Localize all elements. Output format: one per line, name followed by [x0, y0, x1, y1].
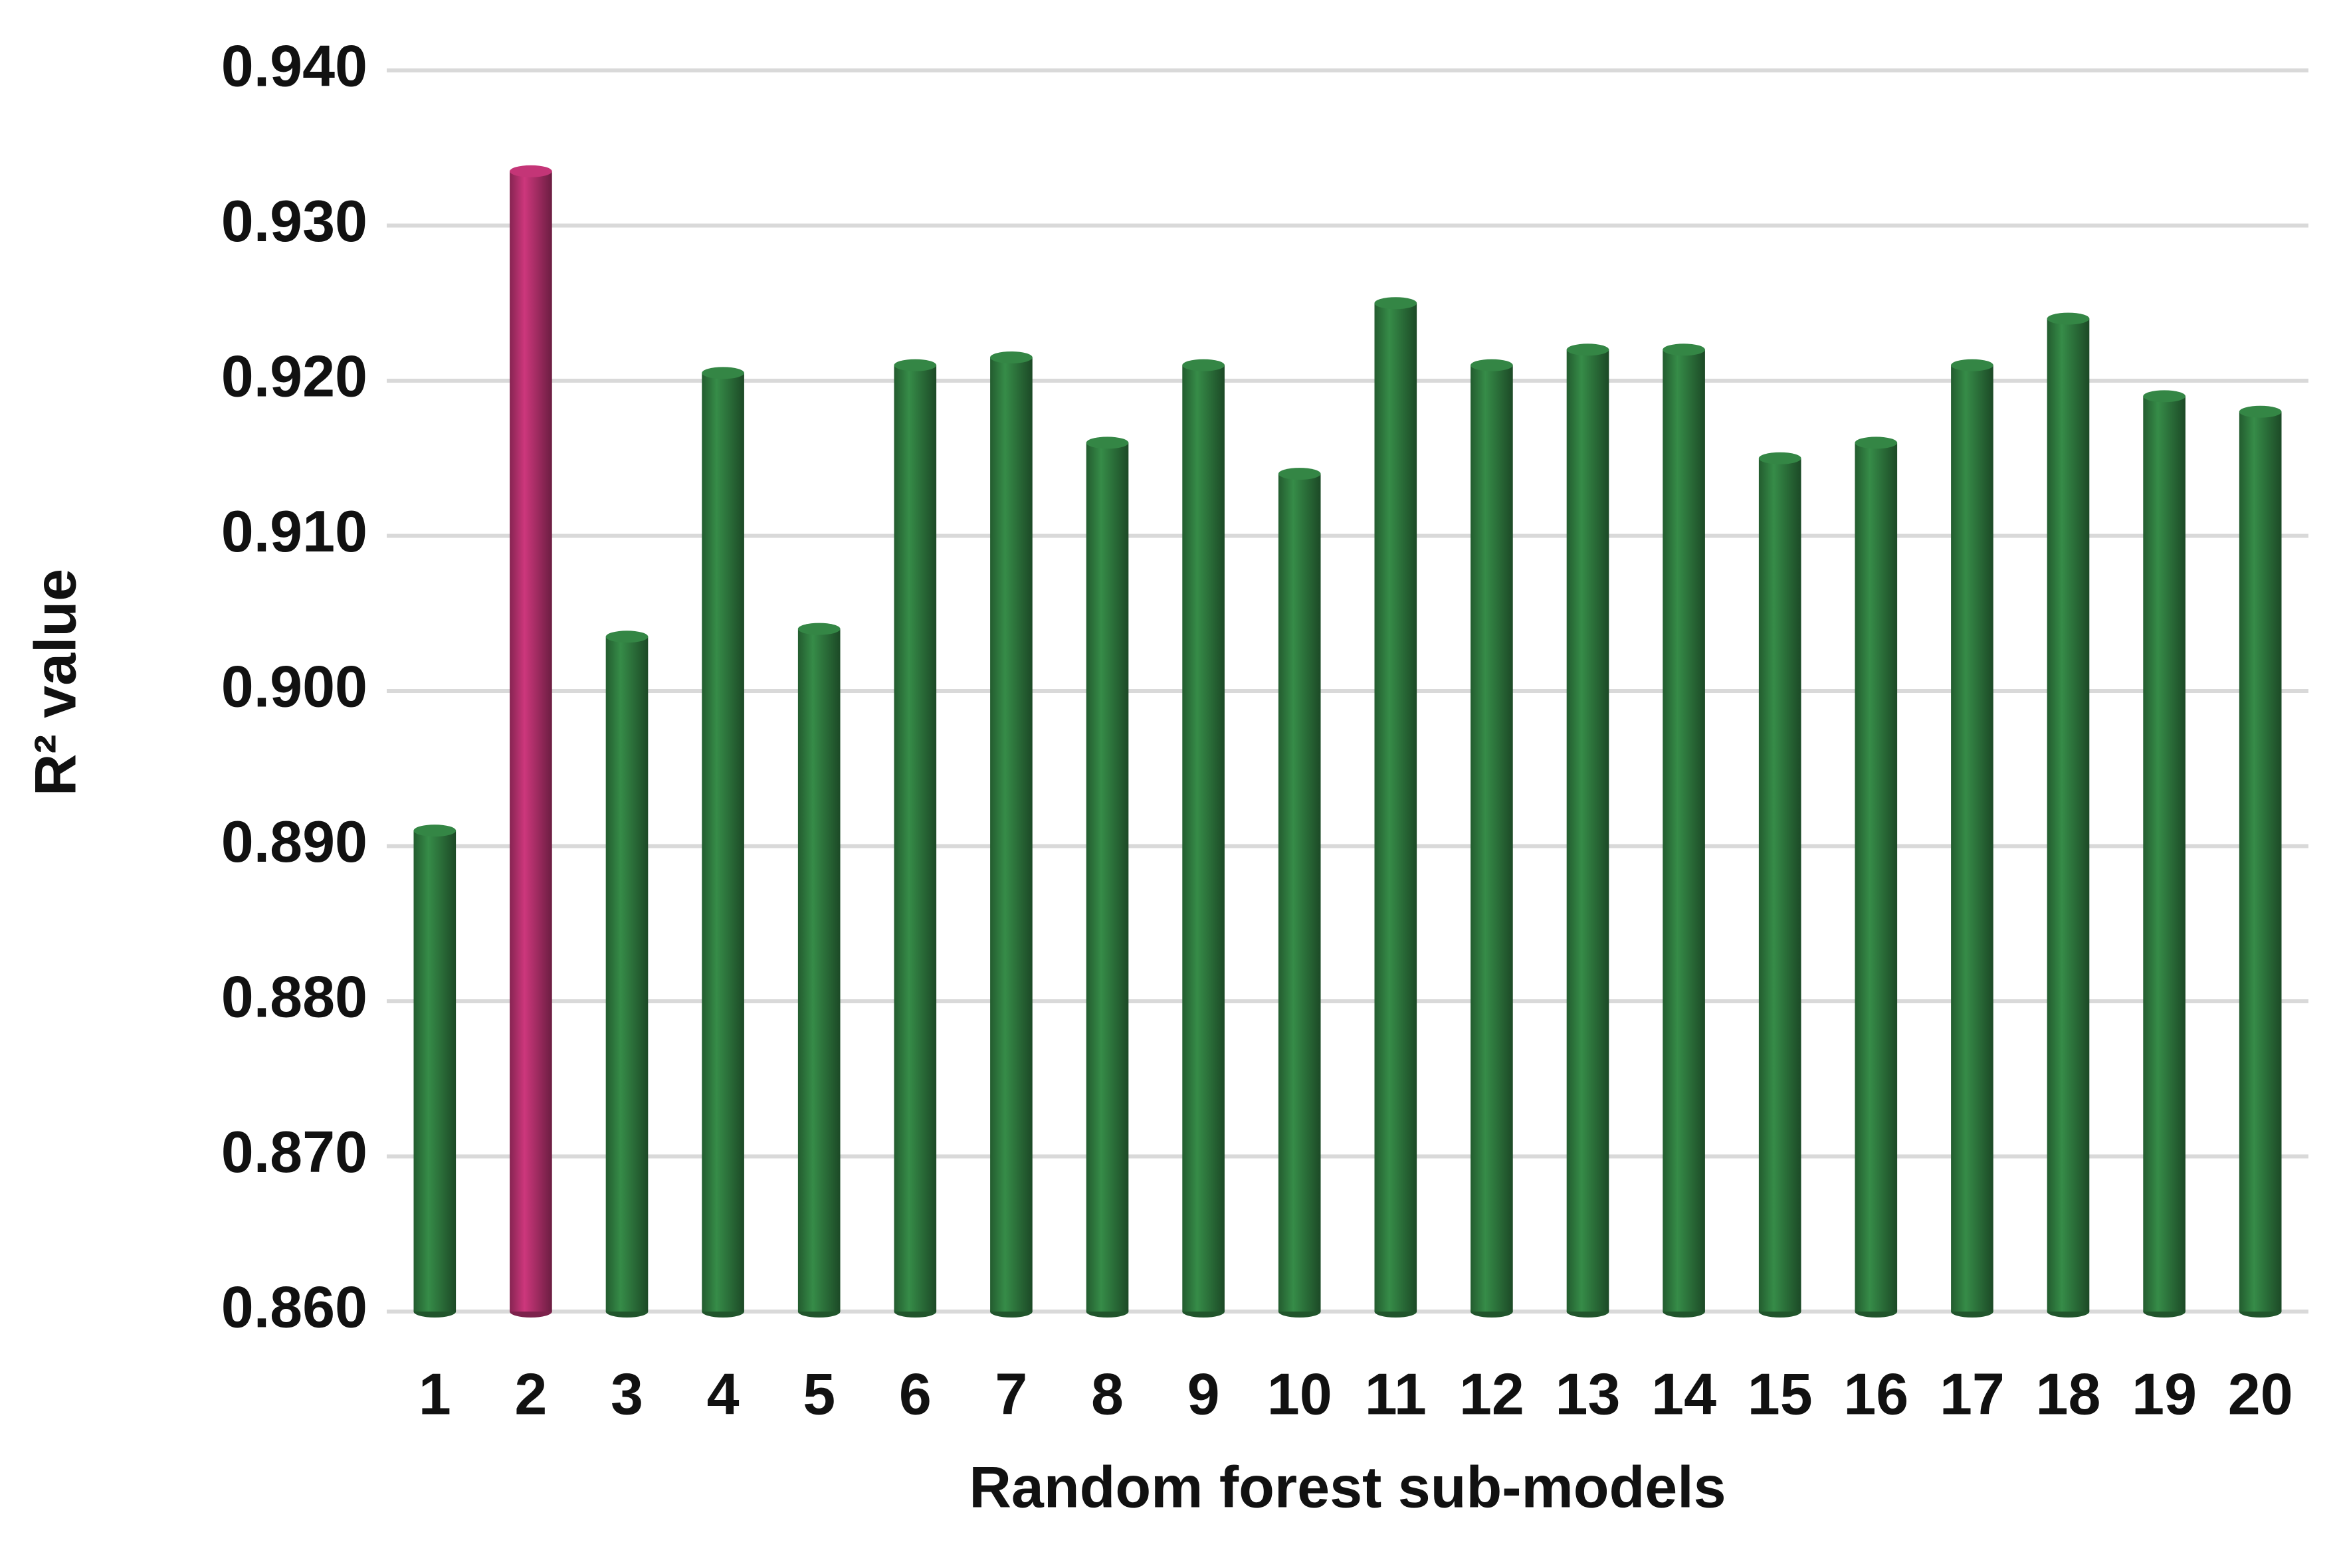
x-tick-label: 15: [1748, 1361, 1813, 1426]
y-tick-label: 0.860: [221, 1274, 367, 1339]
x-tick-label: 9: [1187, 1361, 1220, 1426]
bar: [413, 831, 457, 1312]
bar-cap: [990, 351, 1033, 363]
bar: [1855, 442, 1898, 1312]
bar-cap: [1758, 452, 1801, 464]
bar-cap: [1086, 437, 1129, 449]
x-axis-title: Random forest sub-models: [969, 1454, 1726, 1519]
x-tick-label: 11: [1365, 1361, 1427, 1426]
y-tick-label: 0.910: [221, 498, 367, 564]
bar: [1182, 365, 1225, 1312]
x-tick-label: 6: [899, 1361, 932, 1426]
bar-cap: [1471, 359, 1513, 371]
x-tick-label: 13: [1556, 1361, 1621, 1426]
y-axis-title: R² value: [22, 569, 88, 796]
bar: [2047, 318, 2090, 1312]
y-tick-label: 0.920: [221, 343, 367, 409]
bar-cap: [2239, 405, 2282, 418]
x-tick-label: 4: [707, 1361, 740, 1426]
bar-cap: [510, 165, 552, 177]
x-tick-label: 12: [1459, 1361, 1524, 1426]
bar: [605, 637, 649, 1312]
x-tick-label: 14: [1651, 1361, 1716, 1426]
bar: [1663, 349, 1705, 1312]
bar: [1758, 458, 1801, 1312]
bar-cap: [413, 825, 457, 837]
bar-cap: [1278, 468, 1321, 480]
x-tick-label: 17: [1940, 1361, 2005, 1426]
bar: [702, 373, 744, 1312]
bar-cap: [2047, 312, 2090, 325]
y-tick-label: 0.900: [221, 653, 367, 719]
bar-cap: [1663, 343, 1705, 356]
bar-cap: [1566, 343, 1609, 356]
bar-cap: [1855, 437, 1898, 449]
bar-cap: [2143, 390, 2186, 403]
bar: [510, 171, 552, 1312]
y-tick-label: 0.870: [221, 1119, 367, 1185]
bar-cap: [605, 631, 649, 643]
bar: [1086, 442, 1129, 1312]
bar-cap: [1374, 297, 1417, 310]
bar: [1951, 365, 1993, 1312]
y-tick-label: 0.940: [221, 33, 367, 98]
bar: [894, 365, 937, 1312]
x-tick-label: 3: [611, 1361, 643, 1426]
bar-cap: [1182, 359, 1225, 371]
x-tick-label: 10: [1267, 1361, 1332, 1426]
bar: [2143, 396, 2186, 1312]
x-tick-label: 5: [803, 1361, 835, 1426]
x-tick-label: 7: [995, 1361, 1027, 1426]
x-tick-label: 2: [514, 1361, 547, 1426]
bar: [1374, 303, 1417, 1312]
y-tick-label: 0.930: [221, 188, 367, 254]
y-tick-label: 0.880: [221, 963, 367, 1029]
bar: [1566, 349, 1609, 1312]
x-tick-label: 8: [1091, 1361, 1124, 1426]
bar: [1471, 365, 1513, 1312]
x-tick-label: 19: [2132, 1361, 2197, 1426]
bar: [990, 357, 1033, 1312]
bar: [1278, 474, 1321, 1312]
bar-cap: [894, 359, 937, 371]
bar: [2239, 411, 2282, 1312]
x-tick-label: 18: [2036, 1361, 2101, 1426]
bar: [797, 629, 841, 1312]
bar-cap: [1951, 359, 1993, 371]
y-tick-label: 0.890: [221, 809, 367, 874]
x-tick-label: 20: [2228, 1361, 2293, 1426]
bar-cap: [797, 623, 841, 635]
x-tick-label: 1: [419, 1361, 451, 1426]
x-tick-label: 16: [1843, 1361, 1908, 1426]
bar-cap: [702, 367, 744, 379]
